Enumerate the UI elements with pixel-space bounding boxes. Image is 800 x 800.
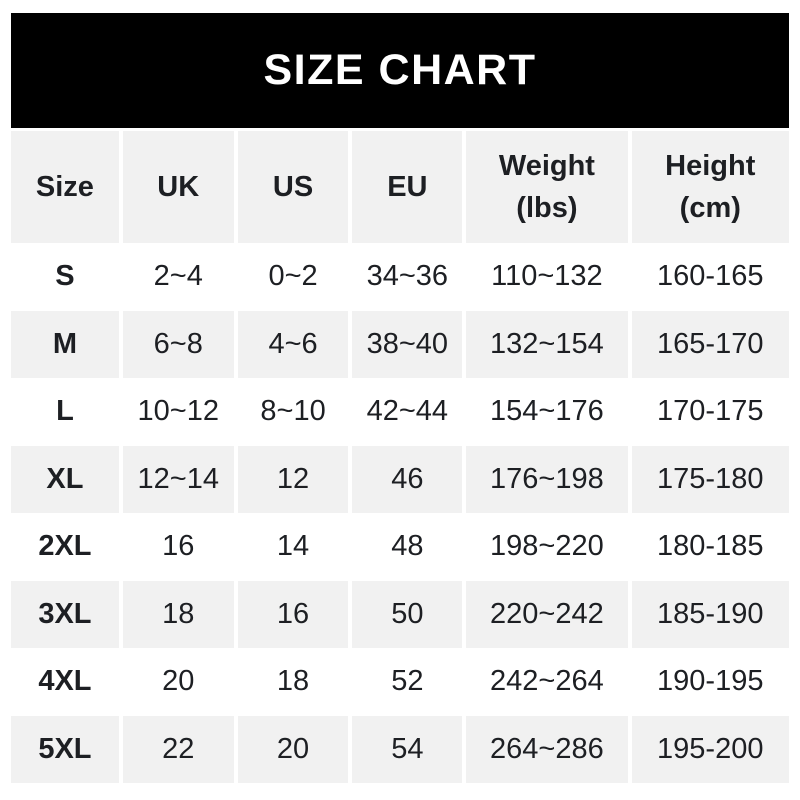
cell: 195-200 (631, 715, 789, 783)
cell: 38~40 (352, 310, 463, 378)
cell: 190-195 (631, 648, 789, 716)
size-label: 5XL (11, 715, 119, 783)
cell: 264~286 (466, 715, 628, 783)
header-uk: UK (122, 131, 234, 243)
cell: 160-165 (631, 243, 789, 311)
cell: 10~12 (122, 378, 234, 446)
cell: 16 (237, 580, 349, 648)
cell: 14 (237, 513, 349, 581)
cell: 42~44 (352, 378, 463, 446)
page-title: SIZE CHART (263, 46, 537, 94)
size-label: S (11, 243, 119, 311)
cell: 132~154 (466, 310, 628, 378)
cell: 220~242 (466, 580, 628, 648)
cell: 16 (122, 513, 234, 581)
header-height: Height (cm) (631, 131, 789, 243)
cell: 110~132 (466, 243, 628, 311)
cell: 20 (237, 715, 349, 783)
size-chart-banner: SIZE CHART (11, 13, 789, 128)
cell: 165-170 (631, 310, 789, 378)
cell: 54 (352, 715, 463, 783)
cell: 8~10 (237, 378, 349, 446)
cell: 0~2 (237, 243, 349, 311)
cell: 22 (122, 715, 234, 783)
header-height-label: Height (665, 149, 756, 182)
cell: 176~198 (466, 445, 628, 513)
size-label: M (11, 310, 119, 378)
size-label: 3XL (11, 580, 119, 648)
cell: 175-180 (631, 445, 789, 513)
cell: 170-175 (631, 378, 789, 446)
size-label: L (11, 378, 119, 446)
cell: 12 (237, 445, 349, 513)
header-weight-unit: (lbs) (516, 192, 578, 224)
cell: 185-190 (631, 580, 789, 648)
cell: 18 (237, 648, 349, 716)
size-label: XL (11, 445, 119, 513)
cell: 4~6 (237, 310, 349, 378)
header-weight-label: Weight (498, 149, 595, 182)
cell: 34~36 (352, 243, 463, 311)
header-height-unit: (cm) (679, 192, 741, 224)
header-eu: EU (352, 131, 463, 243)
cell: 6~8 (122, 310, 234, 378)
cell: 242~264 (466, 648, 628, 716)
header-us: US (237, 131, 349, 243)
header-size: Size (11, 131, 119, 243)
size-label: 2XL (11, 513, 119, 581)
cell: 198~220 (466, 513, 628, 581)
size-chart-page: SIZE CHART Size UK US EU Weight (lbs) He… (11, 13, 789, 783)
cell: 154~176 (466, 378, 628, 446)
size-label: 4XL (11, 648, 119, 716)
header-weight: Weight (lbs) (466, 131, 628, 243)
cell: 50 (352, 580, 463, 648)
cell: 18 (122, 580, 234, 648)
cell: 180-185 (631, 513, 789, 581)
cell: 2~4 (122, 243, 234, 311)
cell: 20 (122, 648, 234, 716)
cell: 48 (352, 513, 463, 581)
cell: 46 (352, 445, 463, 513)
cell: 52 (352, 648, 463, 716)
cell: 12~14 (122, 445, 234, 513)
size-chart-table: Size UK US EU Weight (lbs) Height (cm) S… (11, 131, 789, 783)
